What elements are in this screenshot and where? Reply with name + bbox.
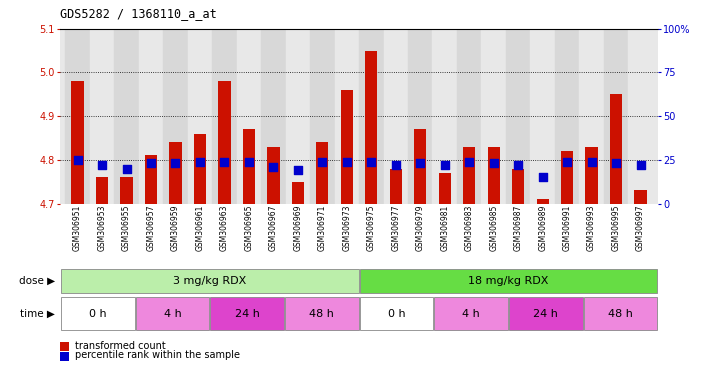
Text: 18 mg/kg RDX: 18 mg/kg RDX <box>468 276 549 286</box>
Bar <box>292 182 304 204</box>
Text: 0 h: 0 h <box>89 308 107 319</box>
Bar <box>194 134 206 204</box>
Bar <box>90 29 114 204</box>
Text: time ▶: time ▶ <box>20 308 55 319</box>
Point <box>537 174 548 180</box>
Bar <box>145 156 157 204</box>
FancyBboxPatch shape <box>61 297 134 330</box>
Text: transformed count: transformed count <box>75 341 166 351</box>
Bar <box>512 169 524 204</box>
Text: 24 h: 24 h <box>235 308 260 319</box>
Point <box>464 159 475 165</box>
Point <box>243 159 255 165</box>
Point <box>513 162 524 168</box>
Bar <box>537 199 549 204</box>
Text: GDS5282 / 1368110_a_at: GDS5282 / 1368110_a_at <box>60 7 217 20</box>
Bar <box>335 29 359 204</box>
Bar <box>629 29 653 204</box>
Bar <box>390 169 402 204</box>
Bar <box>634 190 647 204</box>
Text: 4 h: 4 h <box>462 308 480 319</box>
Bar <box>341 90 353 204</box>
Text: percentile rank within the sample: percentile rank within the sample <box>75 350 240 360</box>
Bar <box>212 29 237 204</box>
Bar <box>383 29 408 204</box>
Bar <box>481 29 506 204</box>
Text: 3 mg/kg RDX: 3 mg/kg RDX <box>173 276 247 286</box>
Bar <box>585 147 598 204</box>
Point <box>292 167 304 174</box>
Bar <box>65 29 90 204</box>
Point <box>390 162 402 168</box>
Bar <box>114 29 139 204</box>
Bar <box>218 81 230 204</box>
FancyBboxPatch shape <box>136 297 209 330</box>
Bar <box>188 29 212 204</box>
Bar <box>164 29 188 204</box>
Bar <box>457 29 481 204</box>
Bar <box>242 129 255 204</box>
Point <box>145 160 156 166</box>
Point <box>439 162 450 168</box>
Text: dose ▶: dose ▶ <box>18 276 55 286</box>
Point <box>365 159 377 165</box>
Bar <box>286 29 310 204</box>
Point <box>121 166 132 172</box>
Point <box>341 159 353 165</box>
Point <box>635 162 646 168</box>
Bar <box>96 177 108 204</box>
Bar <box>316 142 328 204</box>
Text: 0 h: 0 h <box>387 308 405 319</box>
Point <box>610 160 621 166</box>
Text: 24 h: 24 h <box>533 308 558 319</box>
Bar <box>555 29 579 204</box>
FancyBboxPatch shape <box>61 269 358 293</box>
Bar <box>237 29 261 204</box>
Point <box>194 159 205 165</box>
Point <box>170 160 181 166</box>
Point <box>316 159 328 165</box>
Point <box>415 160 426 166</box>
Bar <box>506 29 530 204</box>
FancyBboxPatch shape <box>360 269 657 293</box>
FancyBboxPatch shape <box>285 297 358 330</box>
FancyBboxPatch shape <box>584 297 657 330</box>
Bar <box>414 129 427 204</box>
Bar <box>365 51 378 204</box>
Point <box>562 159 573 165</box>
Point <box>219 159 230 165</box>
Point <box>586 159 597 165</box>
FancyBboxPatch shape <box>509 297 582 330</box>
FancyBboxPatch shape <box>360 297 433 330</box>
Bar <box>579 29 604 204</box>
Bar <box>561 151 573 204</box>
Bar <box>71 81 84 204</box>
Bar <box>408 29 432 204</box>
FancyBboxPatch shape <box>210 297 284 330</box>
Point <box>268 164 279 170</box>
Bar <box>488 147 500 204</box>
Bar <box>120 177 133 204</box>
Point <box>72 157 83 163</box>
Text: 4 h: 4 h <box>164 308 181 319</box>
Bar <box>359 29 383 204</box>
Bar <box>169 142 181 204</box>
Text: 48 h: 48 h <box>309 308 334 319</box>
Point <box>97 162 108 168</box>
Bar <box>604 29 629 204</box>
Bar <box>432 29 457 204</box>
Text: 48 h: 48 h <box>608 308 633 319</box>
Bar <box>267 147 279 204</box>
Bar <box>261 29 286 204</box>
Bar <box>139 29 164 204</box>
Point <box>488 160 499 166</box>
FancyBboxPatch shape <box>434 297 508 330</box>
Bar <box>310 29 335 204</box>
Bar <box>463 147 476 204</box>
Bar <box>530 29 555 204</box>
Bar <box>439 173 451 204</box>
Bar <box>610 94 622 204</box>
